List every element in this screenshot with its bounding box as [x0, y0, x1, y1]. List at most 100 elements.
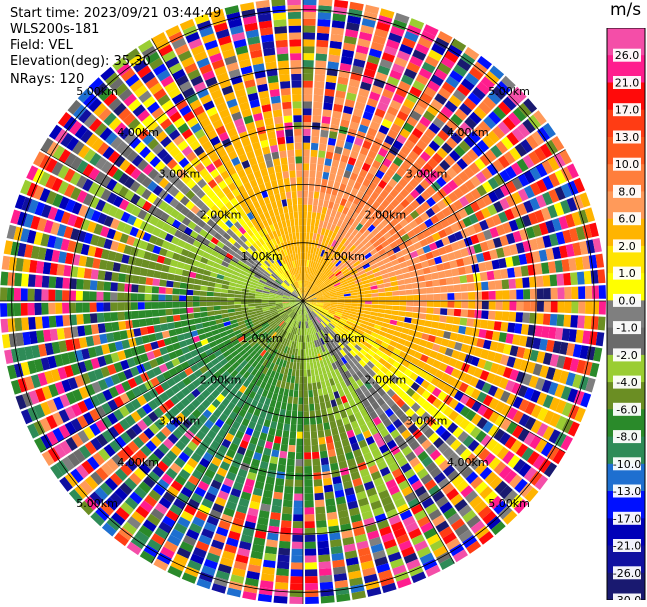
- velocity-gate: [440, 301, 448, 308]
- velocity-gate: [410, 318, 419, 325]
- velocity-gate: [292, 327, 296, 335]
- velocity-gate: [441, 81, 456, 94]
- velocity-gate: [448, 410, 459, 422]
- velocity-gate: [413, 301, 421, 307]
- velocity-gate: [303, 280, 305, 288]
- velocity-gate: [364, 104, 376, 114]
- velocity-gate: [333, 482, 344, 492]
- velocity-gate: [238, 497, 250, 508]
- velocity-gate: [488, 495, 503, 510]
- velocity-gate: [304, 287, 308, 295]
- velocity-gate: [361, 237, 370, 246]
- velocity-gate: [440, 56, 455, 69]
- velocity-gate: [305, 596, 319, 604]
- velocity-gate: [55, 302, 63, 314]
- velocity-gate: [309, 296, 317, 300]
- velocity-gate: [464, 265, 473, 274]
- velocity-gate: [512, 107, 527, 122]
- velocity-gate: [469, 426, 482, 439]
- velocity-gate: [415, 122, 428, 133]
- velocity-gate: [279, 534, 291, 542]
- velocity-gate: [179, 295, 187, 301]
- velocity-gate: [323, 296, 331, 299]
- velocity-gate: [247, 507, 259, 517]
- velocity-gate: [298, 307, 301, 315]
- velocity-gate: [411, 480, 423, 491]
- velocity-gate: [385, 291, 393, 297]
- velocity-gate: [336, 168, 345, 177]
- velocity-gate: [391, 310, 399, 316]
- velocity-gate: [413, 351, 423, 360]
- velocity-gate: [303, 328, 305, 336]
- velocity-gate: [521, 447, 534, 462]
- velocity-gate: [326, 386, 333, 394]
- velocity-gate: [298, 404, 303, 412]
- velocity-gate: [378, 412, 388, 422]
- velocity-gate: [346, 429, 355, 439]
- velocity-gate: [337, 76, 349, 86]
- velocity-gate: [446, 376, 457, 386]
- velocity-gate: [269, 370, 276, 379]
- velocity-gate: [328, 288, 336, 293]
- velocity-gate: [0, 287, 8, 301]
- velocity-gate: [322, 306, 330, 310]
- velocity-gate: [319, 359, 325, 368]
- velocity-gate: [364, 301, 372, 305]
- velocity-gate: [551, 218, 562, 232]
- velocity-gate: [276, 561, 290, 570]
- velocity-gate: [289, 596, 303, 604]
- velocity-gate: [167, 273, 175, 281]
- velocity-gate: [55, 289, 63, 301]
- velocity-gate: [342, 286, 350, 290]
- velocity-gate: [346, 458, 357, 467]
- velocity-gate: [401, 546, 415, 558]
- velocity-gate: [347, 217, 355, 226]
- velocity-gate: [309, 362, 314, 370]
- velocity-gate: [307, 218, 311, 226]
- velocity-gate: [368, 442, 378, 452]
- velocity-gate: [161, 264, 170, 273]
- velocity-gate: [299, 314, 302, 322]
- velocity-gate: [523, 200, 534, 213]
- velocity-gate: [281, 338, 287, 345]
- velocity-gate: [597, 269, 606, 284]
- velocity-gate: [373, 353, 381, 362]
- velocity-gate: [433, 437, 445, 449]
- velocity-gate: [436, 413, 448, 425]
- velocity-gate: [518, 335, 528, 347]
- velocity-gate: [7, 318, 16, 332]
- velocity-gate: [528, 151, 541, 165]
- velocity-gate: [335, 260, 342, 267]
- velocity-gate: [552, 246, 562, 260]
- velocity-gate: [384, 261, 393, 269]
- velocity-gate: [453, 390, 464, 402]
- velocity-gate: [293, 507, 303, 515]
- velocity-gate: [322, 276, 329, 283]
- velocity-gate: [562, 356, 573, 371]
- velocity-gate: [388, 324, 397, 331]
- velocity-gate: [473, 106, 487, 120]
- velocity-gate: [355, 387, 363, 396]
- velocity-gate: [286, 458, 295, 466]
- velocity-gate: [464, 204, 475, 216]
- velocity-gate: [346, 352, 354, 360]
- velocity-gate: [337, 333, 344, 340]
- velocity-gate: [227, 308, 235, 313]
- velocity-gate: [430, 420, 442, 432]
- velocity-gate: [489, 65, 505, 80]
- velocity-gate: [399, 218, 409, 228]
- velocity-gate: [563, 272, 572, 286]
- velocity-gate: [288, 340, 293, 348]
- velocity-gate: [349, 172, 359, 182]
- velocity-gate: [383, 502, 396, 513]
- velocity-gate: [456, 58, 472, 72]
- velocity-gate: [295, 376, 299, 384]
- velocity-gate: [380, 341, 389, 349]
- velocity-gate: [330, 399, 337, 408]
- velocity-gate: [424, 128, 437, 140]
- velocity-gate: [458, 196, 470, 207]
- velocity-gate: [385, 301, 393, 305]
- velocity-gate: [215, 526, 229, 537]
- velocity-gate: [276, 471, 285, 480]
- velocity-gate: [401, 267, 410, 274]
